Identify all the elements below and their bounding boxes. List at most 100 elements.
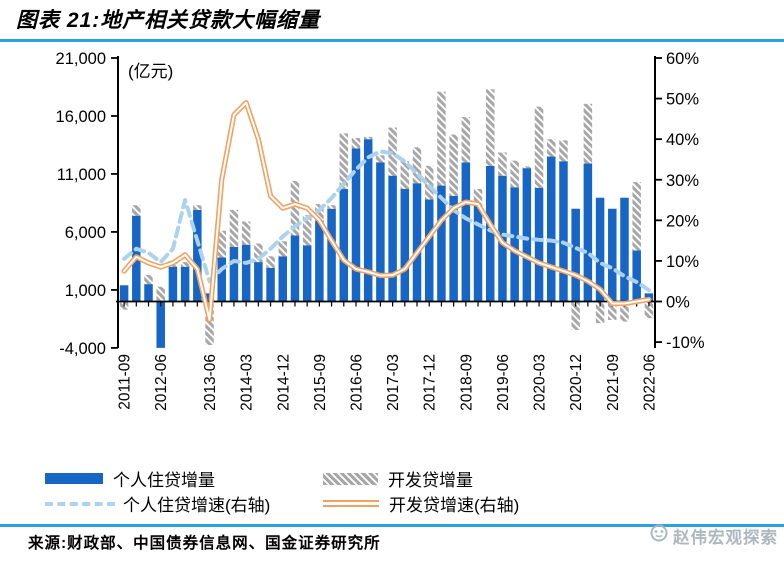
x-axis-tick-label: 2018-09 — [458, 354, 475, 411]
bottom-rule — [0, 524, 784, 527]
bar-personal-loan — [363, 139, 373, 302]
loan-chart: 21,000 16,000 11,000 6,000 1,000 -4,000 60% 50%… — [56, 50, 705, 411]
bar-dev-loan — [376, 155, 385, 163]
right-axis-tick-label: 30% — [666, 172, 699, 190]
bar-personal-loan — [400, 189, 410, 302]
bar-dev-loan — [583, 103, 593, 164]
x-axis-tick-label: 2014-12 — [275, 354, 292, 411]
x-axis-tick-label: 2017-03 — [385, 354, 402, 411]
bar-personal-loan — [241, 244, 251, 302]
x-axis-tick-label: 2013-06 — [202, 354, 219, 411]
bar-dev-loan — [485, 89, 495, 166]
right-axis-tick-label: 50% — [666, 91, 699, 109]
bar-dev-loan — [498, 152, 507, 176]
bar-dev-loan — [449, 134, 458, 196]
bar-dev-loan — [363, 136, 373, 140]
x-axis-tick-label: 2014-03 — [239, 354, 256, 411]
bar-personal-loan — [571, 208, 580, 302]
bar-personal-loan — [412, 183, 422, 302]
bar-personal-loan — [351, 148, 361, 302]
bar-dev-loan — [388, 127, 397, 176]
bar-personal-loan — [473, 205, 483, 302]
legend-item-personal-loan-growth: 个人住贷增速(右轴) — [45, 491, 323, 516]
bar-personal-loan — [180, 266, 190, 302]
bar-dev-loan — [278, 241, 288, 257]
bar-personal-loan — [254, 262, 263, 302]
bar-personal-loan — [168, 266, 178, 302]
left-axis-tick-label: 6,000 — [65, 224, 106, 242]
legend-item-personal-loan-bar: 个人住贷增量 — [45, 466, 323, 491]
bar-personal-loan — [156, 301, 165, 348]
bar-personal-loan — [608, 208, 617, 302]
bar-dev-loan — [547, 139, 556, 157]
bar-personal-loan — [510, 187, 519, 302]
bar-dev-loan — [351, 138, 361, 149]
watermark-text: 赵伟宏观探索 — [673, 528, 778, 547]
bar-dev-loan — [559, 140, 568, 162]
axis-unit-label: (亿元) — [128, 62, 173, 81]
bar-dev-loan — [473, 189, 483, 206]
left-axis-tick-label: 21,000 — [56, 50, 106, 68]
bar-personal-loan — [229, 247, 239, 302]
bar-dev-loan — [510, 160, 519, 188]
bar-personal-loan — [437, 185, 446, 302]
bar-dev-loan — [424, 165, 434, 200]
legend-label: 开发贷增量 — [388, 471, 473, 490]
bar-personal-loan — [339, 189, 349, 302]
line-personal-loan-growth — [122, 149, 651, 293]
source-text: 来源:财政部、中国债券信息网、国金证券研究所 — [28, 535, 381, 552]
bar-personal-loan — [327, 208, 336, 302]
hatched-bar-swatch — [323, 472, 378, 485]
bar-dev-loan — [437, 91, 446, 186]
top-rule — [0, 39, 784, 42]
bar-dev-loan — [180, 262, 190, 267]
x-axis-tick-label: 2011-09 — [117, 354, 134, 410]
x-axis-tick-label: 2020-12 — [568, 354, 585, 411]
bar-dev-loan — [400, 161, 410, 190]
bar-personal-loan — [302, 245, 312, 302]
bar-dev-loan — [412, 147, 422, 184]
bar-personal-loan — [376, 162, 385, 302]
right-axis-tick-label: 20% — [666, 212, 699, 230]
bar-dev-loan — [620, 301, 629, 322]
x-axis-tick-label: 2019-06 — [495, 354, 512, 411]
bar-dev-loan — [644, 301, 654, 319]
bar-dev-loan — [290, 180, 300, 236]
right-axis-tick-label: -10% — [666, 334, 705, 352]
bar-dev-loan — [534, 106, 544, 188]
right-axis-tick-label: 60% — [666, 50, 699, 68]
bar-personal-loan — [266, 267, 275, 302]
bar-dev-loan — [339, 133, 349, 190]
bar-dev-loan — [266, 256, 275, 268]
bar-personal-loan — [193, 209, 202, 302]
bar-personal-loan — [388, 175, 397, 302]
legend-label: 个人住贷增速(右轴) — [123, 496, 271, 515]
bar-dev-loan — [229, 209, 239, 248]
bar-dev-loan — [132, 205, 141, 216]
right-axis-tick-label: 10% — [666, 253, 699, 271]
bar-personal-loan — [583, 163, 593, 302]
bar-dev-loan — [241, 221, 251, 245]
bar-personal-loan — [485, 165, 495, 302]
bar-personal-loan — [449, 195, 458, 302]
bar-dev-loan — [571, 301, 580, 330]
left-axis-tick-label: 1,000 — [65, 282, 106, 300]
line-dev-loan-growth-inner — [123, 101, 650, 321]
bar-personal-loan — [522, 168, 532, 302]
dashed-line-swatch — [45, 501, 115, 506]
watermark-logo-icon — [649, 523, 669, 548]
bar-dev-loan — [156, 286, 165, 302]
bar-personal-loan — [278, 256, 288, 302]
bar-personal-loan — [595, 197, 605, 302]
bar-dev-loan — [144, 274, 153, 285]
bar-dev-loan — [254, 243, 263, 263]
bar-personal-loan — [119, 285, 129, 302]
bar-personal-loan — [424, 199, 434, 302]
x-axis-tick-label: 2012-06 — [153, 354, 170, 411]
line-dev-loan-growth — [121, 100, 652, 323]
bar-dev-loan — [608, 301, 617, 320]
bar-dev-loan — [327, 205, 336, 209]
bar-dev-loan — [205, 301, 214, 345]
legend-label: 个人住贷增量 — [113, 471, 215, 490]
bar-personal-loan — [461, 162, 471, 302]
